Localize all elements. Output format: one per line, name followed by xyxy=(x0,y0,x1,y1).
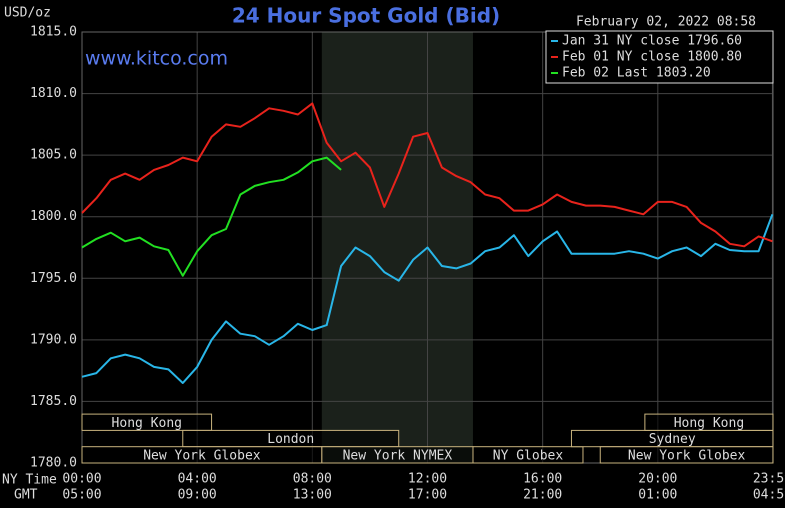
shaded-region xyxy=(321,32,473,463)
x2-tick-label: 09:00 xyxy=(178,488,217,503)
chart-title: 24 Hour Spot Gold (Bid) xyxy=(232,4,500,28)
legend-entry: Feb 02 Last 1803.20 xyxy=(562,66,711,81)
x-tick-label: 20:00 xyxy=(638,472,677,487)
x-tick-label: 23:59 xyxy=(753,472,785,487)
legend-entry: Jan 31 NY close 1796.60 xyxy=(562,34,742,49)
x-tick-label: 16:00 xyxy=(523,472,562,487)
x-tick-label: 08:00 xyxy=(293,472,332,487)
session-label: Hong Kong xyxy=(112,416,182,431)
y-tick-label: 1815.0 xyxy=(30,25,77,40)
x2-tick-label: 17:00 xyxy=(408,488,447,503)
y-tick-label: 1800.0 xyxy=(30,209,77,224)
y-tick-label: 1785.0 xyxy=(30,394,77,409)
session-bar xyxy=(644,413,774,431)
session-label: Sydney xyxy=(649,432,696,447)
y-axis-label: USD/oz xyxy=(4,6,51,21)
session-label: Hong Kong xyxy=(674,416,744,431)
x-axis-label: NY Time xyxy=(2,473,57,488)
x2-tick-label: 04:59 xyxy=(753,488,785,503)
session-bar xyxy=(599,446,774,464)
annotation: www.kitco.com xyxy=(85,48,228,70)
series-line xyxy=(81,156,342,277)
y-tick-label: 1805.0 xyxy=(30,148,77,163)
session-label: London xyxy=(267,432,314,447)
x2-tick-label: 01:00 xyxy=(638,488,677,503)
x2-tick-label: 05:00 xyxy=(62,488,101,503)
session-bar xyxy=(472,446,584,464)
x-tick-label: 04:00 xyxy=(178,472,217,487)
legend-entry: Feb 01 NY close 1800.80 xyxy=(562,50,742,65)
x2-tick-label: 13:00 xyxy=(293,488,332,503)
series-line xyxy=(81,213,774,384)
x-tick-label: 00:00 xyxy=(62,472,101,487)
session-label: NY Globex xyxy=(493,448,564,463)
y-tick-label: 1780.0 xyxy=(30,456,77,471)
session-label: New York Globex xyxy=(143,448,261,463)
y-tick-label: 1795.0 xyxy=(30,271,77,286)
session-label: New York Globex xyxy=(628,448,746,463)
x2-tick-label: 21:00 xyxy=(523,488,562,503)
session-label: New York NYMEX xyxy=(343,448,453,463)
timestamp: February 02, 2022 08:58 xyxy=(576,15,756,30)
session-bar xyxy=(81,413,213,431)
y-tick-label: 1790.0 xyxy=(30,332,77,347)
legend-box xyxy=(545,30,774,84)
y-tick-label: 1810.0 xyxy=(30,86,77,101)
series-line xyxy=(81,102,773,248)
x2-axis-label: GMT xyxy=(14,488,38,503)
x-tick-label: 12:00 xyxy=(408,472,447,487)
